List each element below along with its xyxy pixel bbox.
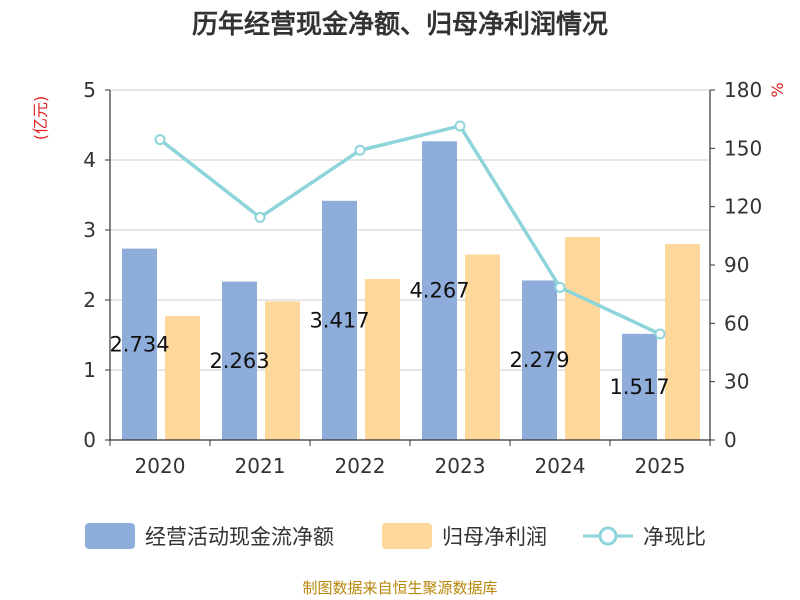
- bar-cash-flow: [622, 333, 657, 440]
- bar-cash-flow: [222, 281, 257, 440]
- legend-label-net-profit: 归母净利润: [442, 525, 547, 549]
- line-ratio-point: [154, 134, 166, 146]
- right-tick-label: 180: [724, 78, 762, 102]
- left-tick-label: 0: [83, 428, 96, 452]
- tick-labels: 0 1 2 3 4 5 0 30 60 90 120 150 180 2020 2021 2022 2023 20…: [83, 78, 762, 478]
- footer-source: 制图数据来自恒生聚源数据库: [302, 579, 497, 597]
- x-tick-label: 2021: [235, 454, 286, 478]
- right-tick-label: 90: [724, 253, 749, 277]
- bar-data-label: 2.263: [209, 349, 269, 373]
- bar-cash-flow: [122, 248, 157, 440]
- bars: [122, 141, 700, 440]
- legend-swatch-net-profit: [382, 523, 432, 549]
- right-axis-unit: %: [768, 82, 787, 97]
- bar-data-label: 2.734: [109, 332, 169, 356]
- legend-label-cash-flow: 经营活动现金流净额: [145, 525, 334, 549]
- bar-labels: 2.734 2.263 3.417 4.267 2.279 1.517: [109, 279, 669, 399]
- x-tick-label: 2023: [435, 454, 486, 478]
- bar-cash-flow: [422, 141, 457, 440]
- legend-label-ratio: 净现比: [643, 525, 706, 549]
- bar-data-label: 4.267: [409, 279, 469, 303]
- bar-data-label: 2.279: [509, 348, 569, 372]
- left-tick-label: 2: [83, 288, 96, 312]
- line-ratio-point: [454, 120, 466, 132]
- line-ratio-point: [254, 211, 266, 223]
- chart-title: 历年经营现金净额、归母净利润情况: [192, 9, 608, 40]
- bar-net-profit: [165, 316, 200, 440]
- legend: 经营活动现金流净额 归母净利润 净现比: [85, 523, 706, 549]
- gridlines: [110, 89, 710, 371]
- left-axis-unit: (亿元): [31, 96, 50, 141]
- line-series: [154, 120, 666, 340]
- line-ratio-point: [554, 281, 566, 293]
- bar-cash-flow: [522, 280, 557, 440]
- right-tick-label: 0: [724, 428, 737, 452]
- left-tick-label: 5: [83, 78, 96, 102]
- line-ratio: [158, 123, 661, 336]
- x-tick-label: 2022: [335, 454, 386, 478]
- bar-data-label: 1.517: [609, 375, 669, 399]
- right-tick-label: 150: [724, 136, 762, 160]
- legend-swatch-cash-flow: [85, 523, 135, 549]
- right-tick-label: 30: [724, 370, 749, 394]
- right-tick-label: 60: [724, 311, 749, 335]
- x-tick-label: 2025: [635, 454, 686, 478]
- bar-net-profit: [565, 237, 600, 440]
- line-ratio-point: [354, 144, 366, 156]
- line-ratio-point: [654, 328, 666, 340]
- bar-net-profit: [365, 279, 400, 440]
- x-tick-label: 2024: [535, 454, 586, 478]
- bar-net-profit: [665, 244, 700, 440]
- axes: [105, 89, 715, 446]
- bar-net-profit: [265, 301, 300, 440]
- left-tick-label: 4: [83, 148, 96, 172]
- bar-net-profit: [465, 254, 500, 440]
- legend-marker-ratio: [598, 526, 618, 546]
- left-tick-label: 1: [83, 358, 96, 382]
- bar-data-label: 3.417: [309, 308, 369, 332]
- right-tick-label: 120: [724, 195, 762, 219]
- left-tick-label: 3: [83, 218, 96, 242]
- bar-cash-flow: [322, 200, 357, 440]
- x-tick-label: 2020: [135, 454, 186, 478]
